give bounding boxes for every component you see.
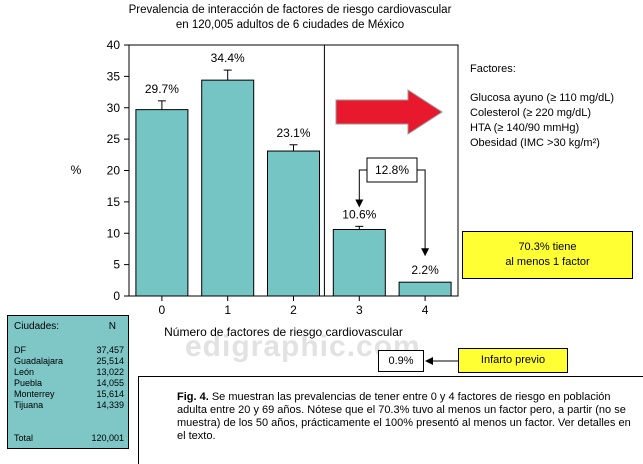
y-tick-label: 15 bbox=[107, 195, 121, 209]
infarto-value-box: 0.9% bbox=[378, 350, 424, 372]
factor-item: Glucosa ayuno (≥ 110 mg/dL) bbox=[470, 92, 615, 104]
city-n: 37,457 bbox=[96, 345, 124, 355]
x-tick-label: 4 bbox=[422, 303, 429, 317]
bar bbox=[398, 281, 452, 297]
factors-heading: Factores: bbox=[470, 63, 516, 75]
y-tick-label: 20 bbox=[107, 164, 121, 178]
figure-caption: Fig. 4. Se muestran las prevalencias de … bbox=[138, 376, 643, 464]
factor-item: Obesidad (IMC >30 kg/m²) bbox=[470, 137, 600, 149]
factor-item: Colesterol (≥ 220 mg/dL) bbox=[470, 107, 591, 119]
chart-title: Prevalencia de interacción de factores d… bbox=[128, 4, 452, 16]
annotation-arrowhead-right bbox=[421, 248, 430, 257]
x-axis-label: Número de factores de riesgo cardiovascu… bbox=[164, 325, 403, 339]
bar bbox=[201, 79, 255, 297]
annotations: 12.8% bbox=[335, 89, 443, 257]
y-tick-label: 10 bbox=[107, 226, 121, 240]
x-tick-label: 1 bbox=[224, 303, 231, 317]
city-name: Monterrey bbox=[14, 389, 55, 399]
cities-table: Ciudades: N DF 37,457 Guadalajara 25,514… bbox=[7, 315, 129, 449]
table-row: León 13,022 bbox=[14, 367, 124, 378]
city-n: 14,339 bbox=[96, 400, 124, 410]
cities-header-label: Ciudades: bbox=[14, 321, 60, 332]
data-label: 10.6% bbox=[342, 207, 376, 221]
y-tick-label: 40 bbox=[107, 38, 121, 52]
y-tick-label: 0 bbox=[113, 289, 120, 303]
annotation-arrowhead-left bbox=[355, 199, 364, 208]
table-row: Puebla 14,055 bbox=[14, 378, 124, 389]
annotation-arrow-right bbox=[417, 169, 426, 253]
factor-item: HTA (≥ 140/90 mmHg) bbox=[470, 122, 580, 134]
bars bbox=[135, 69, 452, 297]
chart-subtitle: en 120,005 adultos de 6 ciudades de Méxi… bbox=[175, 19, 405, 31]
annotation-arrow-left bbox=[358, 169, 367, 204]
city-n: 25,514 bbox=[96, 356, 124, 366]
summary-box: 70.3% tiene al menos 1 factor bbox=[462, 231, 633, 279]
summary-line-2: al menos 1 factor bbox=[505, 256, 590, 268]
table-row: Monterrey 15,614 bbox=[14, 389, 124, 400]
cities-header: Ciudades: N bbox=[14, 321, 124, 332]
chart-title-block: Prevalencia de interacción de factores d… bbox=[0, 3, 580, 33]
data-label: 34.4% bbox=[211, 51, 245, 65]
x-tick-label: 3 bbox=[356, 303, 363, 317]
red-arrow bbox=[335, 89, 443, 135]
y-tick-label: 35 bbox=[107, 69, 121, 83]
annotation-box bbox=[366, 157, 418, 183]
table-row-total: Total 120,001 bbox=[14, 433, 124, 444]
city-name: Tijuana bbox=[14, 400, 44, 410]
y-axis-label: % bbox=[71, 163, 82, 177]
y-tick-label: 5 bbox=[113, 258, 120, 272]
bar bbox=[267, 150, 320, 297]
table-row: Guadalajara 25,514 bbox=[14, 356, 124, 367]
infarto-label-box: Infarto previo bbox=[458, 348, 568, 373]
table-row: DF 37,457 bbox=[14, 345, 124, 356]
city-name: Puebla bbox=[14, 378, 43, 388]
city-name: León bbox=[14, 367, 35, 377]
data-label: 2.2% bbox=[411, 263, 439, 277]
caption-text: Se muestran las prevalencias de tener en… bbox=[177, 391, 631, 442]
caption-fig-label: Fig. 4. bbox=[177, 391, 209, 403]
city-name: Guadalajara bbox=[14, 356, 64, 366]
y-tick-label: 25 bbox=[107, 132, 121, 146]
x-tick-label: 2 bbox=[290, 303, 297, 317]
annotation-box-label: 12.8% bbox=[375, 163, 409, 177]
data-label: 23.1% bbox=[276, 126, 310, 140]
city-n: 15,614 bbox=[96, 389, 124, 399]
table-row: Tijuana 14,339 bbox=[14, 400, 124, 411]
infarto-arrow bbox=[425, 357, 458, 365]
x-tick-label: 0 bbox=[159, 303, 166, 317]
labels: 0 5 10 15 20 25 30 35 40% 0 29.7% 1 34.4% 2 23.1% 3 10.6… bbox=[71, 38, 439, 339]
bar bbox=[135, 109, 189, 297]
city-n: 13,022 bbox=[96, 367, 124, 377]
total-n: 120,001 bbox=[91, 433, 124, 443]
factors-legend: Factores: Glucosa ayuno (≥ 110 mg/dL) Co… bbox=[470, 62, 614, 151]
city-n: 14,055 bbox=[96, 378, 124, 388]
cities-header-n: N bbox=[108, 321, 116, 332]
bar bbox=[332, 228, 386, 297]
city-name: DF bbox=[14, 345, 26, 355]
data-label: 29.7% bbox=[145, 82, 179, 96]
total-label: Total bbox=[14, 433, 34, 443]
summary-line-1: 70.3% tiene bbox=[518, 241, 577, 253]
y-tick-label: 30 bbox=[107, 101, 121, 115]
